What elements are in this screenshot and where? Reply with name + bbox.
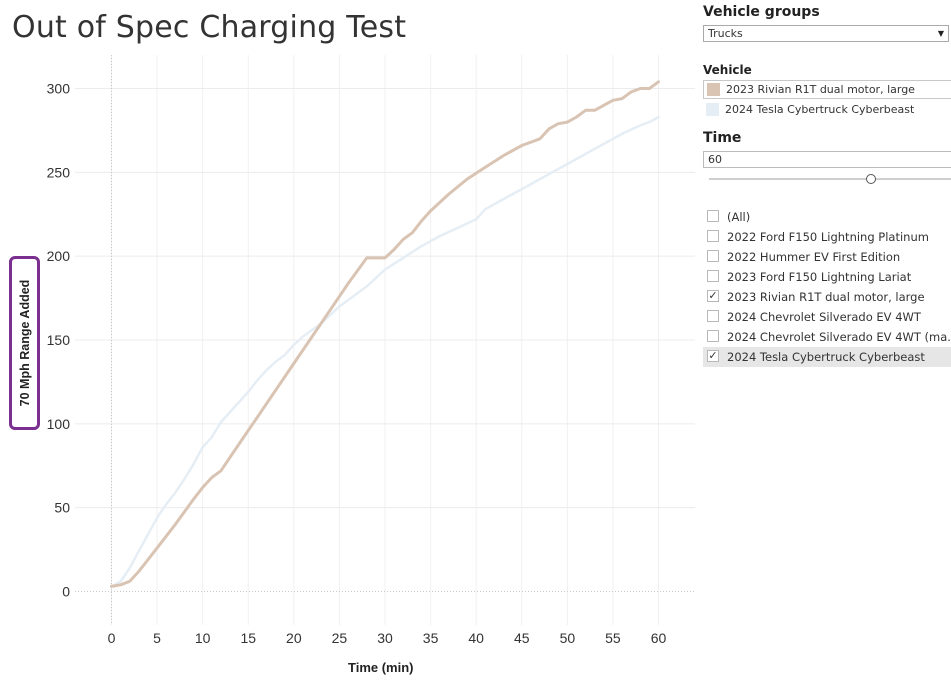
time-heading: Time — [703, 130, 742, 146]
checkbox-icon[interactable] — [707, 250, 719, 262]
series-line-rivian[interactable] — [110, 80, 660, 588]
y-tick-label: 100 — [47, 416, 71, 432]
legend-item-rivian[interactable]: 2023 Rivian R1T dual motor, large — [703, 80, 951, 99]
x-tick-label: 0 — [108, 630, 116, 646]
legend-item-tesla[interactable]: 2024 Tesla Cybertruck Cyberbeast — [703, 100, 951, 119]
filter-item-label: 2024 Chevrolet Silverado EV 4WT (ma... — [727, 330, 951, 344]
legend-label: 2023 Rivian R1T dual motor, large — [726, 83, 915, 96]
vehicle-groups-heading: Vehicle groups — [703, 4, 820, 20]
x-tick-label: 60 — [651, 630, 667, 646]
filter-item[interactable]: ✓ 2024 Tesla Cybertruck Cyberbeast — [703, 347, 951, 367]
x-tick-label: 20 — [286, 630, 302, 646]
y-tick-label: 150 — [47, 332, 71, 348]
y-tick-label: 300 — [47, 81, 71, 97]
time-slider[interactable] — [709, 172, 951, 186]
filter-item[interactable]: 2024 Chevrolet Silverado EV 4WT (ma... — [703, 327, 951, 347]
x-tick-label: 15 — [240, 630, 256, 646]
y-axis-label: 70 Mph Range Added — [17, 279, 32, 407]
filter-item[interactable]: ✓ 2023 Rivian R1T dual motor, large — [703, 287, 951, 307]
filter-item-label: 2023 Rivian R1T dual motor, large — [727, 290, 925, 304]
vehicle-legend-heading: Vehicle — [703, 63, 752, 77]
vehicle-groups-selected: Trucks — [708, 27, 743, 40]
legend-swatch — [707, 83, 720, 96]
vehicle-groups-dropdown[interactable]: Trucks ▼ — [703, 25, 949, 42]
legend-label: 2024 Tesla Cybertruck Cyberbeast — [725, 103, 915, 116]
y-tick-label: 250 — [47, 164, 71, 180]
chart-ticks: 0 50 100 150 200 250 300 0 5 10 15 20 25 30 35 40 45 50 55… — [47, 81, 667, 646]
x-axis-label: Time (min) — [348, 660, 414, 675]
page-title: Out of Spec Charging Test — [12, 10, 407, 45]
filter-item[interactable]: 2024 Chevrolet Silverado EV 4WT — [703, 307, 951, 327]
legend-swatch — [706, 103, 719, 116]
y-tick-label: 200 — [47, 248, 71, 264]
filter-item-label: 2022 Hummer EV First Edition — [727, 250, 901, 264]
time-input[interactable]: 60 — [703, 151, 951, 168]
slider-track — [709, 178, 951, 180]
filter-item-label: 2023 Ford F150 Lightning Lariat — [727, 270, 912, 284]
chart-grid — [75, 55, 695, 625]
checkbox-checked-icon[interactable]: ✓ — [707, 349, 719, 362]
x-tick-label: 55 — [605, 630, 621, 646]
line-chart: 0 50 100 150 200 250 300 0 5 10 15 20 25 30 35 40 45 50 55… — [47, 55, 695, 646]
x-tick-label: 45 — [514, 630, 530, 646]
filter-item-label: 2022 Ford F150 Lightning Platinum — [727, 230, 929, 244]
checkbox-icon[interactable] — [707, 210, 719, 222]
chart-series — [110, 80, 660, 588]
y-axis-label-highlight: 70 Mph Range Added — [9, 256, 40, 430]
checkbox-icon[interactable] — [707, 310, 719, 322]
filter-item[interactable]: (All) — [703, 207, 951, 227]
x-tick-label: 50 — [560, 630, 576, 646]
slider-thumb[interactable] — [866, 174, 876, 184]
checkbox-checked-icon[interactable]: ✓ — [707, 289, 719, 302]
x-tick-label: 35 — [423, 630, 439, 646]
filter-item-label: 2024 Chevrolet Silverado EV 4WT — [727, 310, 921, 324]
checkbox-icon[interactable] — [707, 330, 719, 342]
checkbox-icon[interactable] — [707, 270, 719, 282]
x-tick-label: 25 — [332, 630, 348, 646]
y-tick-label: 0 — [62, 583, 70, 599]
filter-item-label: 2024 Tesla Cybertruck Cyberbeast — [727, 350, 925, 364]
filter-item[interactable]: 2023 Ford F150 Lightning Lariat — [703, 267, 951, 287]
y-tick-label: 50 — [54, 500, 70, 516]
filter-panel: Vehicle groups Trucks ▼ Vehicle 2023 Riv… — [703, 0, 951, 686]
x-tick-label: 10 — [195, 630, 211, 646]
filter-item[interactable]: 2022 Ford F150 Lightning Platinum — [703, 227, 951, 247]
filter-item-label: (All) — [727, 210, 751, 224]
x-tick-label: 40 — [468, 630, 484, 646]
x-tick-label: 30 — [377, 630, 393, 646]
filter-item[interactable]: 2022 Hummer EV First Edition — [703, 247, 951, 267]
dropdown-arrow-icon: ▼ — [937, 29, 944, 38]
x-tick-label: 5 — [153, 630, 161, 646]
checkbox-icon[interactable] — [707, 230, 719, 242]
